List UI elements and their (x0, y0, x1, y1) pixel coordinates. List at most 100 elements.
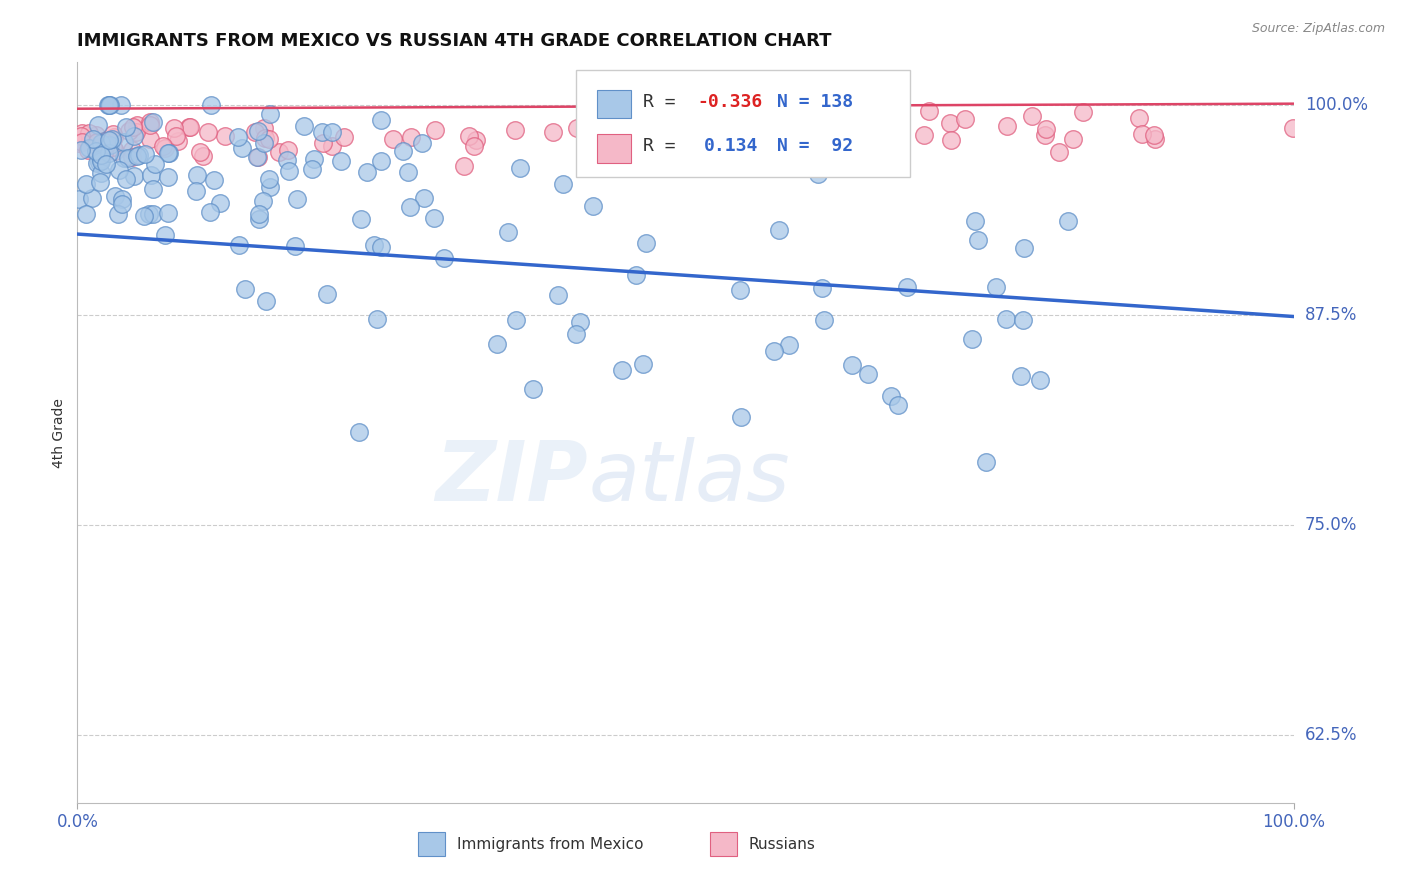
Point (82, 131, 104, 145)
Point (284, 238, 307, 252)
Point (247, 150, 270, 164)
Point (253, 121, 276, 136)
Point (96, 134, 118, 148)
Point (259, 132, 281, 146)
Point (156, 206, 179, 220)
Point (458, 128, 481, 143)
Point (80, 191, 103, 205)
Point (626, 268, 648, 283)
Point (636, 235, 658, 250)
Point (423, 211, 446, 225)
Point (311, 136, 333, 150)
Point (1014, 241, 1036, 255)
Point (70, 127, 93, 141)
Point (896, 280, 918, 294)
Point (866, 134, 889, 148)
Point (841, 358, 863, 372)
Point (90, 136, 112, 150)
Point (995, 311, 1018, 326)
Point (247, 124, 270, 138)
Point (98, 133, 121, 147)
Point (94, 157, 117, 171)
Point (963, 214, 986, 228)
Point (87, 155, 110, 169)
Point (122, 169, 145, 183)
Point (321, 139, 343, 153)
Point (84, 145, 107, 159)
Point (184, 184, 207, 198)
Point (631, 357, 654, 371)
Point (696, 110, 718, 124)
Point (134, 209, 156, 223)
Point (179, 120, 201, 135)
Point (198, 205, 221, 219)
Point (509, 161, 531, 175)
Point (67, 192, 90, 206)
Point (399, 200, 422, 214)
Point (370, 112, 392, 127)
Point (392, 144, 415, 158)
Y-axis label: 4th Grade: 4th Grade (52, 398, 66, 467)
Point (768, 223, 790, 237)
Point (86, 156, 108, 170)
Point (960, 332, 983, 346)
Point (121, 144, 143, 158)
Point (139, 132, 162, 146)
Point (640, 133, 662, 147)
Text: 75.0%: 75.0% (1305, 516, 1357, 534)
Point (841, 123, 863, 137)
Point (94, 138, 117, 153)
Point (381, 132, 404, 146)
Point (118, 124, 141, 138)
Point (93, 134, 115, 148)
Point (551, 177, 574, 191)
Text: 0.134: 0.134 (703, 137, 758, 155)
Text: -0.336: -0.336 (697, 93, 763, 111)
Point (107, 207, 129, 221)
Text: Russians: Russians (748, 837, 815, 852)
Text: atlas: atlas (588, 436, 790, 517)
Text: R =: R = (643, 137, 697, 155)
Point (1010, 368, 1032, 383)
Point (1130, 128, 1153, 142)
Point (329, 153, 352, 168)
Point (276, 153, 298, 168)
Point (995, 119, 1018, 133)
Point (108, 162, 131, 177)
Point (67, 136, 90, 150)
Point (90, 148, 112, 162)
Point (259, 107, 281, 121)
Text: Source: ZipAtlas.com: Source: ZipAtlas.com (1251, 22, 1385, 36)
Point (142, 182, 165, 196)
Point (423, 122, 446, 136)
Point (86, 118, 108, 132)
Point (1282, 120, 1305, 135)
Point (122, 120, 145, 135)
Point (197, 125, 219, 139)
Point (912, 128, 935, 142)
Point (984, 279, 1007, 293)
Point (399, 130, 422, 145)
Point (1021, 109, 1043, 123)
FancyBboxPatch shape (576, 70, 911, 178)
Point (139, 115, 162, 129)
FancyBboxPatch shape (596, 90, 631, 119)
Point (90, 137, 112, 152)
Point (856, 368, 879, 382)
Point (565, 121, 588, 136)
Point (70, 143, 93, 157)
Point (366, 311, 388, 326)
Text: N = 138: N = 138 (776, 93, 853, 111)
Point (77, 141, 100, 155)
Point (1011, 313, 1033, 327)
Point (86, 145, 108, 159)
Point (70, 135, 93, 149)
Point (112, 135, 135, 149)
Point (463, 139, 485, 153)
Point (70, 128, 93, 143)
Point (350, 211, 373, 226)
Point (259, 180, 281, 194)
FancyBboxPatch shape (418, 832, 444, 856)
Point (214, 129, 236, 144)
Point (301, 162, 323, 177)
